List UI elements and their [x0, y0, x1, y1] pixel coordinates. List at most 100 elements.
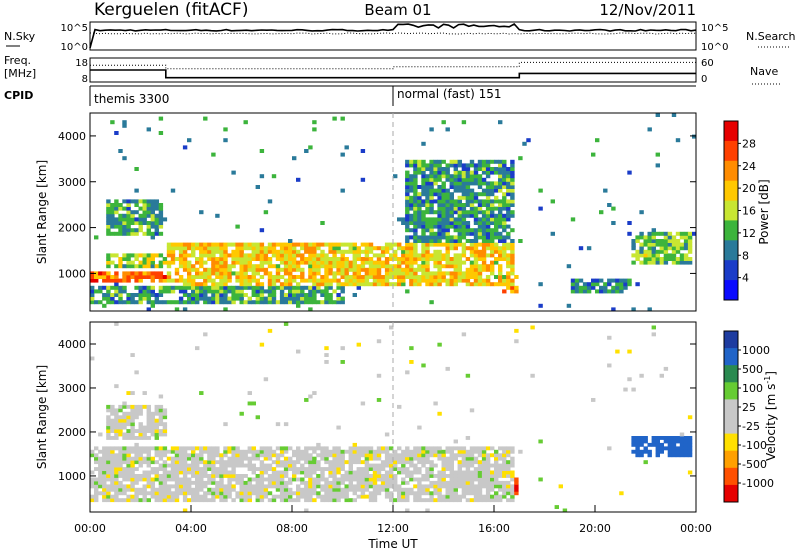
heatmap-cell — [340, 346, 345, 351]
heatmap-cell — [114, 210, 119, 215]
heatmap-cell — [174, 470, 180, 475]
heatmap-cell — [271, 467, 277, 471]
heatmap-cell — [465, 181, 471, 186]
heatmap-cell — [405, 446, 410, 451]
heatmap-cell — [170, 498, 176, 503]
heatmap-cell — [647, 442, 652, 447]
heatmap-cell — [679, 442, 685, 447]
heatmap-cell — [413, 449, 418, 454]
heatmap-cell — [574, 285, 580, 290]
heatmap-cell — [98, 470, 103, 475]
heatmap-cell — [94, 271, 99, 276]
heatmap-cell — [639, 235, 644, 240]
heatmap-cell — [348, 474, 353, 478]
heatmap-cell — [397, 446, 402, 451]
heatmap-cell — [243, 271, 248, 276]
heatmap-cell — [203, 267, 208, 272]
noise-search-line — [89, 32, 696, 35]
heatmap-cell — [247, 480, 252, 485]
heatmap-cell — [502, 221, 507, 225]
heatmap-cell — [122, 467, 127, 471]
heatmap-cell — [146, 199, 151, 204]
heatmap-cell — [138, 408, 143, 413]
noise-left-tick-top: 10^5 — [61, 23, 88, 34]
heatmap-cell — [510, 264, 515, 269]
heatmap-cell — [437, 177, 442, 182]
heatmap-cell — [469, 203, 475, 207]
heatmap-cell — [368, 249, 374, 254]
heatmap-cell — [360, 260, 366, 265]
y-tick-label: 1000 — [58, 267, 86, 280]
heatmap-cell — [538, 188, 543, 193]
heatmap-cell — [288, 494, 293, 499]
heatmap-cell — [340, 116, 345, 121]
heatmap-cell — [195, 346, 200, 351]
heatmap-cell — [421, 260, 426, 265]
heatmap-cell — [162, 498, 168, 503]
heatmap-cell — [494, 453, 499, 458]
heatmap-cell — [457, 463, 462, 468]
heatmap-cell — [433, 446, 438, 451]
heatmap-cell — [118, 449, 123, 454]
heatmap-cell — [122, 446, 127, 451]
heatmap-cell — [481, 213, 487, 218]
heatmap-cell — [239, 480, 244, 485]
heatmap-cell — [510, 267, 515, 272]
heatmap-cell — [312, 289, 317, 294]
heatmap-cell — [263, 267, 269, 272]
heatmap-cell — [211, 289, 216, 294]
heatmap-cell — [409, 228, 414, 233]
heatmap-cell — [243, 456, 248, 461]
heatmap-cell — [154, 275, 159, 279]
heatmap-cell — [469, 177, 475, 182]
heatmap-cell — [304, 446, 309, 451]
heatmap-cell — [110, 429, 115, 433]
heatmap-cell — [397, 271, 402, 276]
heatmap-cell — [324, 267, 329, 272]
heatmap-cell — [166, 285, 172, 290]
heatmap-cell — [195, 494, 200, 499]
heatmap-cell — [393, 257, 398, 261]
heatmap-cell — [320, 289, 325, 294]
heatmap-cell — [110, 498, 115, 503]
heatmap-cell — [118, 404, 123, 409]
heatmap-cell — [304, 300, 309, 305]
heatmap-cell — [449, 282, 454, 287]
heatmap-cell — [364, 494, 370, 499]
heatmap-cell — [138, 463, 143, 468]
heatmap-cell — [389, 474, 394, 478]
heatmap-cell — [255, 267, 260, 272]
heatmap-cell — [687, 470, 693, 475]
heatmap-cell — [667, 239, 673, 243]
heatmap-cell — [397, 257, 402, 261]
heatmap-cell — [481, 449, 487, 454]
heatmap-cell — [409, 449, 414, 454]
heatmap-cell — [477, 446, 483, 451]
heatmap-cell — [126, 474, 131, 478]
heatmap-cell — [429, 203, 434, 207]
heatmap-cell — [243, 453, 248, 458]
heatmap-cell — [538, 439, 543, 444]
heatmap-cell — [251, 285, 256, 290]
heatmap-cell — [158, 411, 164, 416]
heatmap-cell — [437, 185, 442, 189]
heatmap-cell — [146, 456, 151, 461]
heatmap-cell — [429, 235, 434, 240]
heatmap-cell — [421, 177, 426, 182]
heatmap-cell — [259, 267, 265, 272]
heatmap-cell — [263, 487, 269, 492]
heatmap-cell — [150, 199, 155, 204]
heatmap-cell — [461, 474, 467, 478]
heatmap-cell — [473, 474, 479, 478]
heatmap-cell — [130, 456, 135, 461]
heatmap-cell — [619, 289, 624, 294]
heatmap-cell — [498, 494, 503, 499]
heatmap-cell — [118, 408, 123, 413]
heatmap-cell — [146, 289, 151, 294]
heatmap-cell — [384, 449, 390, 454]
heatmap-cell — [271, 449, 277, 454]
heatmap-cell — [247, 494, 252, 499]
heatmap-cell — [506, 185, 511, 189]
heatmap-cell — [421, 253, 426, 258]
heatmap-cell — [187, 275, 192, 279]
